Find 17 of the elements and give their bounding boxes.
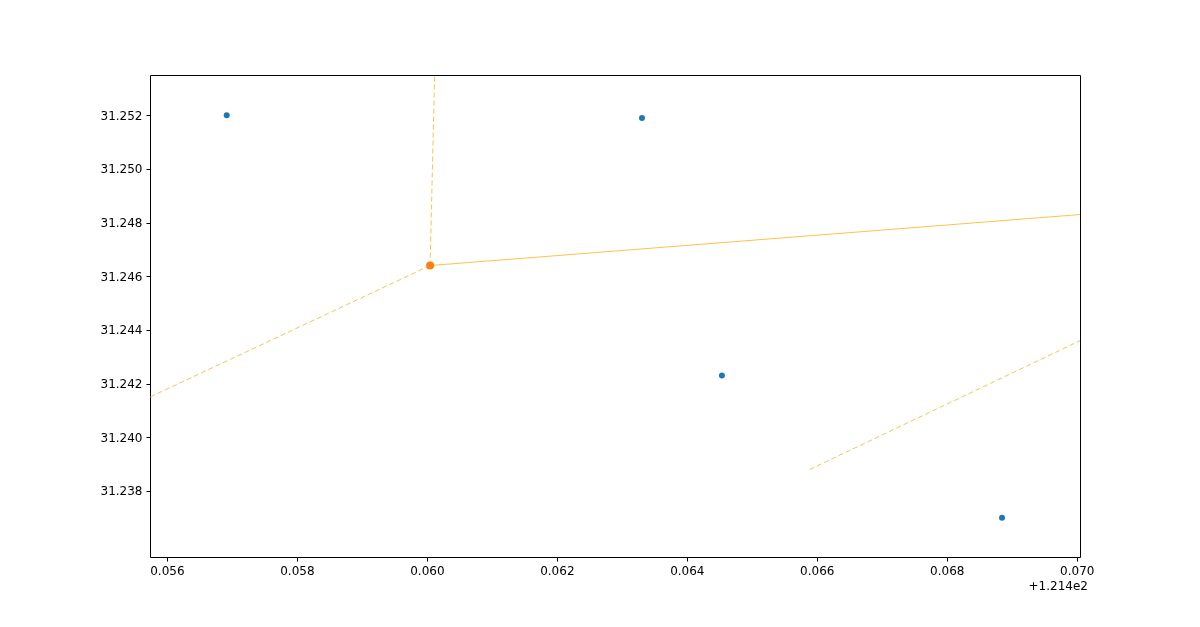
y-tick-label: 31.250 <box>100 162 143 177</box>
y-tick-label: 31.242 <box>100 377 143 392</box>
x-tick-label: 0.060 <box>410 563 445 578</box>
y-tick-label: 31.240 <box>100 430 143 445</box>
text: +1.214e2 <box>1028 579 1088 593</box>
x-tick-label: 0.056 <box>150 563 185 578</box>
y-tick-label: 31.252 <box>100 108 143 123</box>
x-tick-label: 0.070 <box>1060 563 1095 578</box>
y-tick-label: 31.248 <box>100 216 143 231</box>
x-tick-label: 0.068 <box>930 563 965 578</box>
y-tick-label: 31.246 <box>100 269 143 284</box>
x-tick-label: 0.062 <box>540 563 575 578</box>
x-tick-label: 0.066 <box>800 563 835 578</box>
x-tick-label: 0.064 <box>670 563 705 578</box>
x-tick-label: 0.058 <box>280 563 315 578</box>
y-tick-label: 31.244 <box>100 323 143 338</box>
y-tick-label: 31.238 <box>100 484 143 499</box>
